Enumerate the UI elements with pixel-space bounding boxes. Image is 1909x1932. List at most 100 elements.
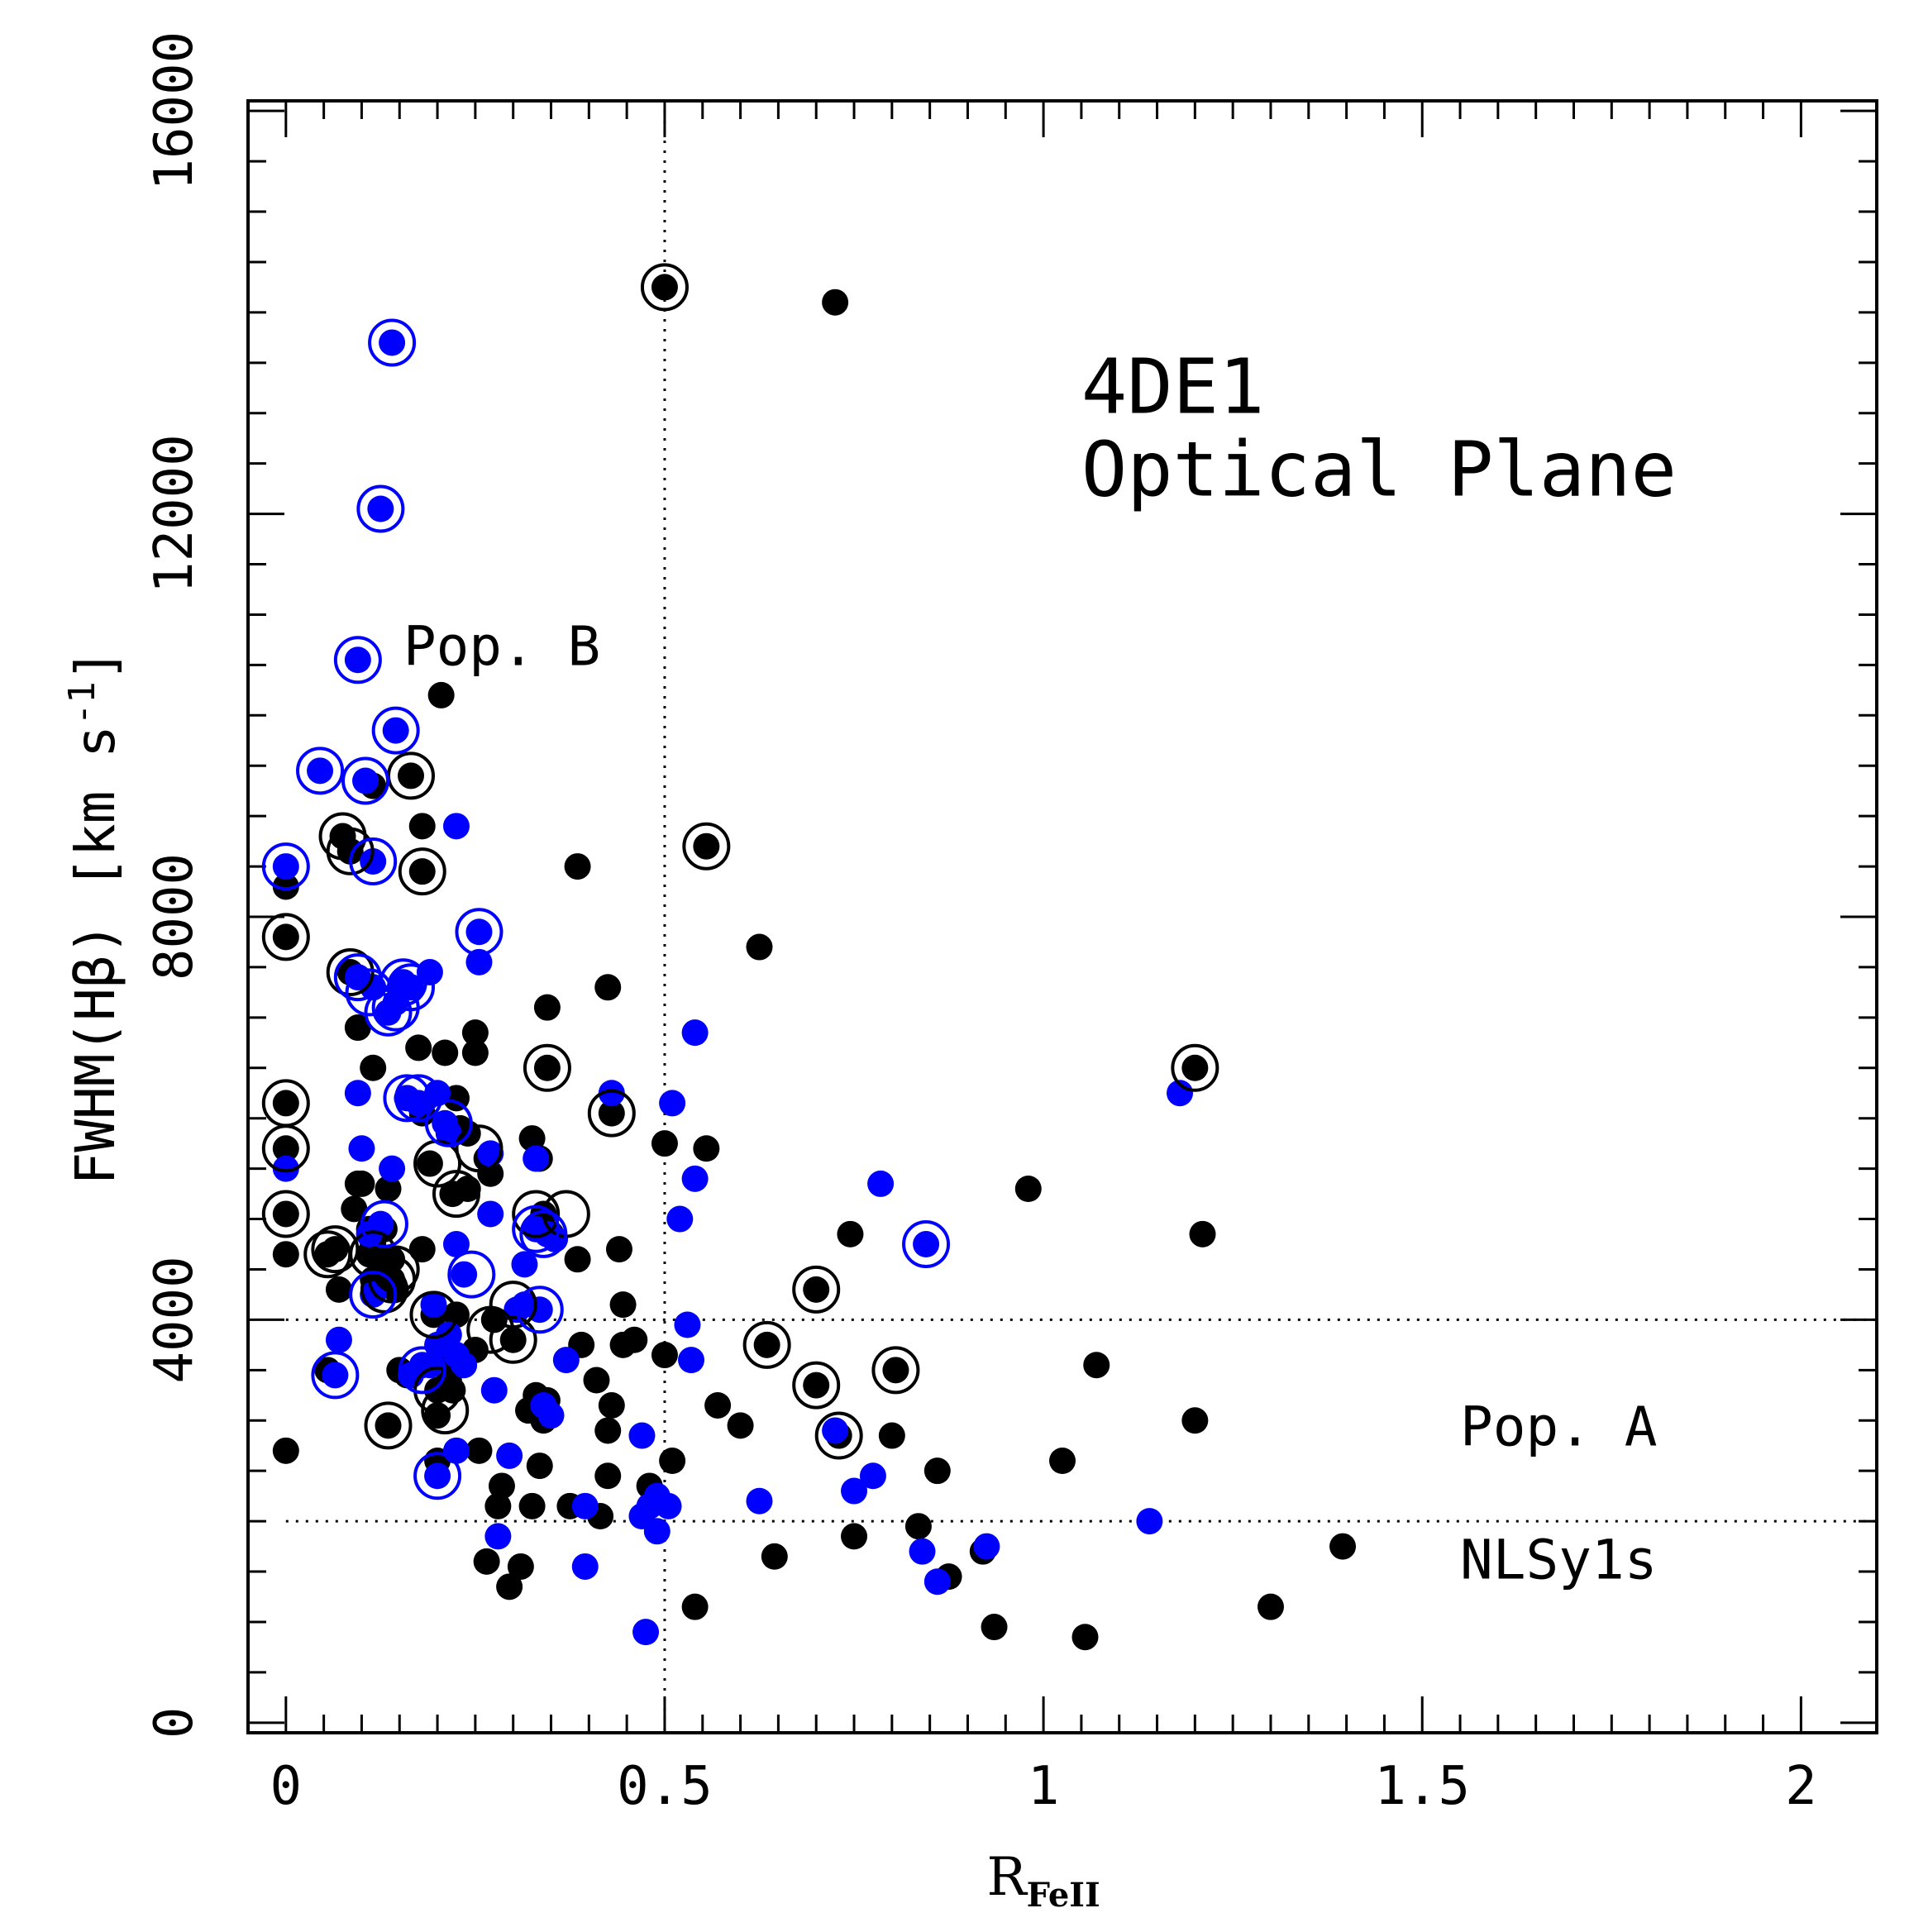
y-tick-label: 12000 [144,434,205,594]
black-point [693,1135,720,1162]
black-point [473,1548,500,1575]
black-point [693,832,720,860]
black-point [583,1367,610,1394]
blue-ring-marker [515,1286,564,1334]
black-point [272,1241,299,1268]
blue-ring-marker [296,747,345,795]
black-point [375,1412,402,1439]
blue-point [420,1291,447,1319]
annotation-label: Optical Plane [1081,426,1677,514]
black-ring-marker [489,1315,537,1364]
black-ring-marker [326,948,375,997]
blue-point [537,1402,565,1429]
blue-ring-marker [360,1200,408,1248]
blue-ring-marker [398,1346,446,1395]
black-point [651,274,678,301]
black-point [488,1472,515,1500]
black-point [598,1391,625,1419]
blue-point [628,1422,656,1449]
blue-point [923,1568,951,1596]
x-tick-label: 2 [1785,1756,1817,1817]
blue-ring-marker [512,1205,561,1253]
blue-ring-marker [356,484,405,533]
black-point [564,853,591,880]
blue-ring-marker [311,1351,360,1400]
black-point [761,1543,788,1570]
black-point [322,1236,349,1263]
blue-point [598,1080,625,1107]
blue-point [477,1200,504,1228]
blue-point [659,1090,686,1117]
black-ring-marker [261,913,310,961]
blue-ring-marker [349,1270,398,1319]
blue-point [480,1376,508,1404]
blue-point [841,1477,868,1505]
black-ring-marker [742,1320,791,1369]
black-point [398,762,424,789]
blue-point [344,646,371,674]
y-tick-label: 4000 [144,1256,205,1383]
black-ring-marker [523,1043,571,1092]
annotation-label: 4DE1 [1081,343,1265,432]
black-ring-marker [409,1290,458,1339]
blue-ring-marker [383,1074,432,1123]
black-point [325,1276,352,1303]
blue-point [859,1462,886,1490]
black-point [461,1019,489,1047]
black-point [609,1291,637,1319]
black-point [405,1034,432,1061]
black-ring-marker [792,1265,841,1314]
plot-frame [246,99,1878,1734]
black-point [348,1170,375,1197]
annotation-label: Pop. B [403,614,600,678]
black-point [594,1462,622,1490]
blue-point [272,1155,299,1182]
black-point [496,1573,523,1600]
blue-point [678,1347,705,1374]
black-point [621,1326,648,1353]
axis-ticks [248,101,1877,1733]
black-point [408,813,436,840]
black-point [651,1342,678,1369]
black-point [408,1236,436,1263]
black-ring-marker [455,1124,503,1173]
black-point [432,1039,459,1066]
black-point [841,1523,868,1550]
black-point [341,1195,368,1223]
black-point [727,1412,754,1439]
blue-point [325,1326,352,1353]
black-point [1049,1448,1076,1474]
black-point [882,1357,909,1384]
blue-ring-marker [519,1209,568,1258]
blue-ring-marker [379,958,427,1007]
blue-point [822,1417,849,1444]
blue-point [465,948,493,976]
black-point [533,994,561,1021]
black-point [704,1391,732,1419]
black-point [408,858,436,885]
black-ring-marker [398,847,446,896]
black-point [1071,1624,1099,1651]
black-point [564,1246,591,1273]
black-point [594,1417,622,1444]
black-ring-marker [792,1361,841,1410]
black-point [272,923,299,951]
blue-ring-marker [424,1099,473,1147]
black-point [272,1090,299,1117]
blue-point [571,1553,599,1580]
black-point [598,1100,625,1127]
y-tick-label: 16000 [144,31,205,191]
blue-point [632,1619,660,1646]
black-ring-marker [814,1411,863,1460]
blue-ring-marker [387,963,435,1012]
black-ring-marker [311,1225,360,1274]
black-ring-marker [261,1124,310,1173]
blue-ring-marker [261,842,310,891]
x-axis-label-subscript: FeII [1027,1876,1100,1915]
blue-point [913,1231,940,1258]
blue-point [552,1347,580,1374]
black-ring-marker [512,1190,561,1238]
black-ring-marker [587,1089,636,1138]
blue-ring-marker [455,908,503,956]
